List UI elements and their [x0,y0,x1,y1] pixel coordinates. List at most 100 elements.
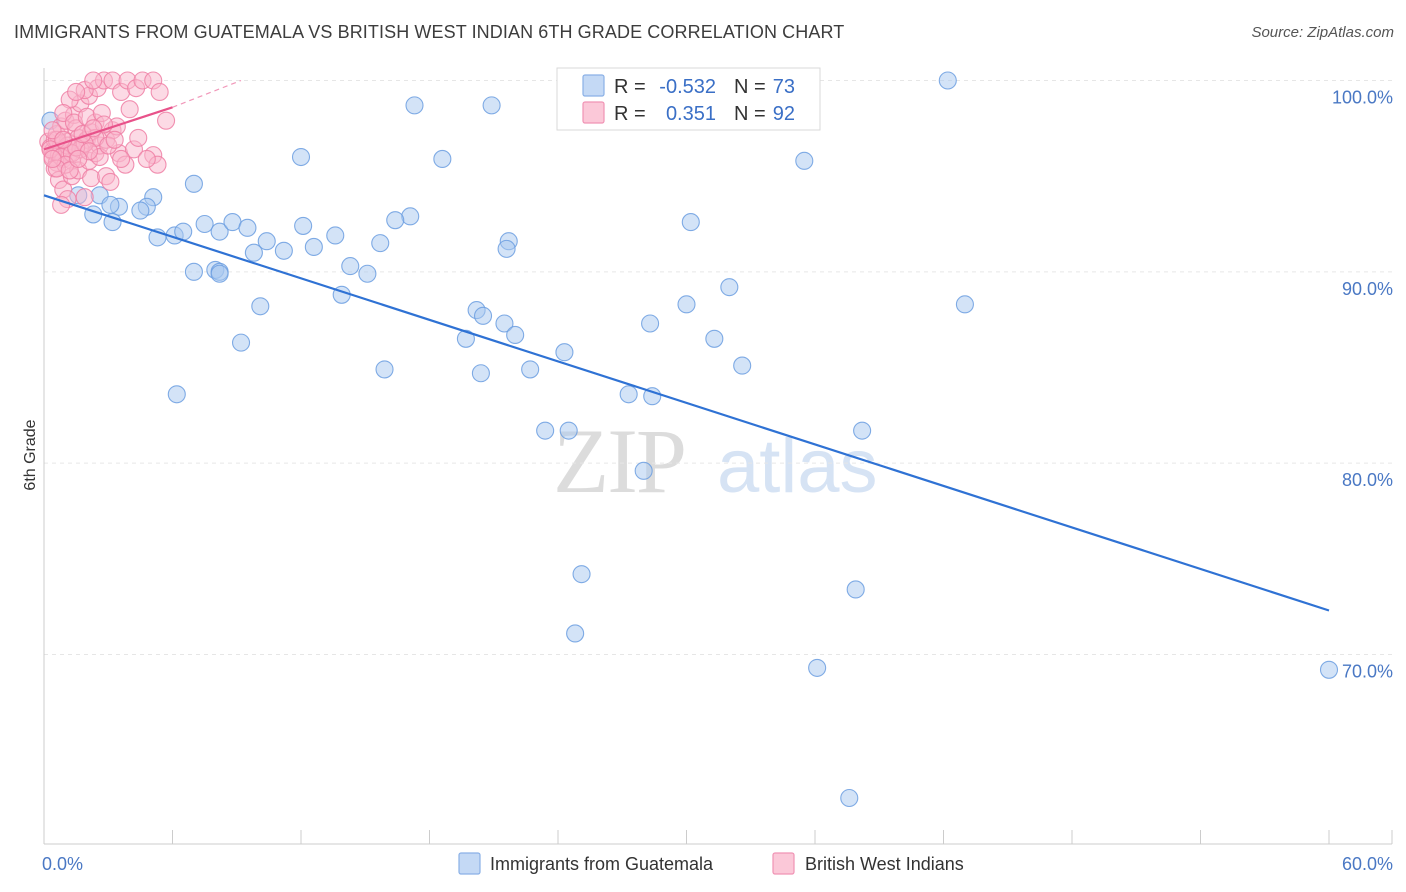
stats-r-label-2: R = [614,103,646,125]
bwi-point-60 [101,172,120,191]
bwi-trend-line [43,106,173,151]
stats-legend: R = -0.532 N = 73 R = 0.351 N = 92 [556,67,821,131]
stats-legend-swatch-pink [582,101,605,124]
y-tick-label-3: 70.0% [1342,662,1393,682]
watermark: ZIP atlas [553,410,878,512]
y-tick-label-1: 90.0% [1342,279,1393,299]
chart-title: IMMIGRANTS FROM GUATEMALA VS BRITISH WES… [14,22,845,42]
guatemala-point-55 [536,421,555,440]
guatemala-point-52 [521,360,540,379]
stats-legend-swatch-blue [582,74,605,97]
guatemala-point-15 [210,222,229,241]
y-tick-label-2: 80.0% [1342,470,1393,490]
guatemala-point-33 [497,239,516,258]
guatemala-point-49 [231,333,251,352]
data-points [39,71,1339,808]
guatemala-point-50 [375,360,394,379]
bottom-legend: Immigrants from Guatemala British West I… [458,852,964,875]
guatemala-point-20 [274,241,293,260]
guatemala-point-61 [681,213,700,232]
y-tick-labels: 100.0% 90.0% 80.0% 70.0% [1332,88,1393,682]
watermark-atlas: atlas [717,424,878,509]
bwi-point-74 [137,149,156,168]
guatemala-point-40 [495,314,514,333]
guatemala-point-23 [326,226,345,245]
legend-swatch-bwi [772,852,795,875]
guatemala-point-60 [210,264,229,283]
bwi-point-58 [75,188,94,207]
guatemala-point-31 [371,234,390,253]
guatemala-point-9 [131,201,150,220]
guatemala-point-70 [808,658,827,677]
y-axis-label: 6th Grade [22,419,39,490]
stats-n-label-2: N = [734,103,766,125]
guatemala-point-46 [705,329,724,348]
guatemala-point-30 [386,211,405,230]
guatemala-point-19 [294,216,313,235]
guatemala-point-39 [473,306,493,325]
chart-source: Source: ZipAtlas.com [1251,24,1394,41]
guatemala-point-69 [566,624,585,643]
guatemala-point-14 [195,214,214,234]
stats-n-value-1: 73 [773,76,795,98]
guatemala-point-66 [853,421,872,440]
bwi-point-72 [120,100,139,119]
guatemala-point-47 [733,356,752,375]
guatemala-point-21 [244,243,263,262]
guatemala-point-6 [101,195,120,214]
guatemala-trend-line [43,194,1330,612]
guatemala-point-37 [291,147,311,167]
stats-r-value-2: 0.351 [666,103,716,125]
stats-n-value-2: 92 [773,103,795,125]
guatemala-point-42 [506,325,525,345]
bwi-point-36 [84,71,103,90]
bwi-point-54 [129,128,148,147]
trend-lines [43,79,1330,612]
guatemala-point-51 [471,364,490,383]
guatemala-point-36 [482,96,501,115]
guatemala-point-34 [433,149,452,168]
guatemala-point-35 [405,96,424,115]
guatemala-point-11 [184,174,203,193]
guatemala-point-62 [720,278,739,297]
x-tick-label-right: 60.0% [1342,854,1393,874]
bwi-point-75 [112,149,131,168]
x-tick-label-left: 0.0% [42,854,83,874]
bwi-point-85 [43,149,62,168]
guatemala-point-68 [572,565,591,584]
guatemala-point-53 [619,385,638,404]
legend-label-guatemala: Immigrants from Guatemala [490,854,714,874]
bwi-point-89 [69,149,88,168]
guatemala-point-44 [641,314,660,333]
stats-n-label-1: N = [734,76,766,98]
stats-r-label-1: R = [614,76,646,98]
guatemala-point-63 [795,151,814,170]
bwi-trend-extension [172,79,242,108]
bwi-point-57 [82,169,101,188]
guatemala-point-24 [341,257,360,276]
guatemala-point-29 [401,207,420,226]
guatemala-point-43 [555,343,574,362]
guatemala-point-18 [257,232,276,251]
guatemala-point-48 [251,297,270,316]
legend-swatch-guatemala [458,852,481,875]
guatemala-point-74 [1319,660,1339,679]
bwi-point-38 [67,82,86,102]
legend-label-bwi: British West Indians [805,854,964,874]
guatemala-point-45 [677,295,696,314]
bwi-point-34 [150,82,169,102]
guatemala-point-73 [955,295,974,314]
guatemala-point-17 [238,218,257,237]
guatemala-point-25 [358,264,377,283]
stats-r-value-1: -0.532 [659,76,716,98]
guatemala-point-71 [840,788,859,808]
guatemala-point-41 [456,329,475,348]
guatemala-point-57 [634,461,653,480]
guatemala-point-22 [304,237,323,257]
guatemala-point-67 [846,580,865,599]
guatemala-point-72 [938,71,957,90]
axes [43,68,1393,845]
bwi-point-91 [105,130,124,149]
grid-lines [44,80,1392,655]
